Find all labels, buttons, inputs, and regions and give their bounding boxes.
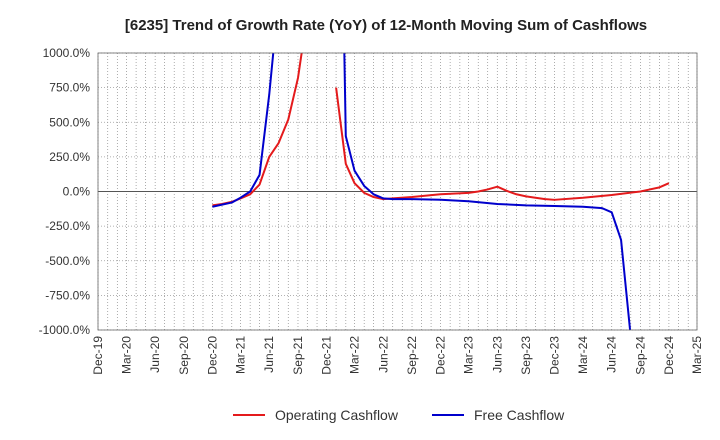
x-tick-label: Dec-24 <box>662 336 676 375</box>
y-tick-label: 500.0% <box>49 115 90 129</box>
x-tick-label: Sep-23 <box>519 336 533 375</box>
y-tick-label: 1000.0% <box>43 46 91 60</box>
x-tick-label: Mar-25 <box>690 336 704 374</box>
x-tick-label: Mar-23 <box>462 336 476 374</box>
x-tick-label: Dec-20 <box>205 336 219 375</box>
x-tick-label: Jun-23 <box>490 336 504 373</box>
x-tick-label: Jun-20 <box>148 336 162 373</box>
y-axis-ticks: 1000.0% 750.0% 500.0% 250.0% 0.0% -250.0% -500… <box>39 46 91 337</box>
y-tick-label: 250.0% <box>49 150 90 164</box>
x-tick-label: Sep-20 <box>177 336 191 375</box>
x-tick-label: Sep-21 <box>291 336 305 375</box>
x-tick-label: Dec-23 <box>548 336 562 375</box>
x-tick-label: Jun-24 <box>605 336 619 373</box>
x-axis-ticks: Dec-19 Mar-20 Jun-20 Sep-20 Dec-20 Mar-21 Jun-… <box>91 336 704 375</box>
x-tick-label: Dec-19 <box>91 336 105 375</box>
x-tick-label: Jun-22 <box>376 336 390 373</box>
series-lines <box>212 53 670 330</box>
x-tick-label: Mar-24 <box>576 336 590 374</box>
legend-label-operating-cashflow: Operating Cashflow <box>275 407 399 423</box>
y-tick-label: -1000.0% <box>39 323 91 337</box>
plot-frame <box>97 52 698 331</box>
series-line-free-cashflow <box>212 53 632 330</box>
x-tick-label: Sep-24 <box>633 336 647 375</box>
chart-title: [6235] Trend of Growth Rate (YoY) of 12-… <box>125 17 647 34</box>
x-tick-label: Dec-22 <box>433 336 447 375</box>
y-tick-label: -500.0% <box>45 254 90 268</box>
legend: Operating Cashflow Free Cashflow <box>233 407 565 423</box>
y-tick-label: -250.0% <box>45 219 90 233</box>
x-tick-label: Dec-21 <box>319 336 333 375</box>
x-tick-label: Jun-21 <box>262 336 276 373</box>
plot-border <box>97 52 698 331</box>
x-tick-label: Mar-22 <box>348 336 362 374</box>
x-tick-label: Mar-20 <box>119 336 133 374</box>
x-tick-label: Sep-22 <box>405 336 419 375</box>
y-tick-label: 750.0% <box>49 81 90 95</box>
x-tick-label: Mar-21 <box>233 336 247 374</box>
y-tick-label: 0.0% <box>63 185 91 199</box>
y-tick-label: -750.0% <box>45 288 90 302</box>
legend-label-free-cashflow: Free Cashflow <box>474 407 565 423</box>
